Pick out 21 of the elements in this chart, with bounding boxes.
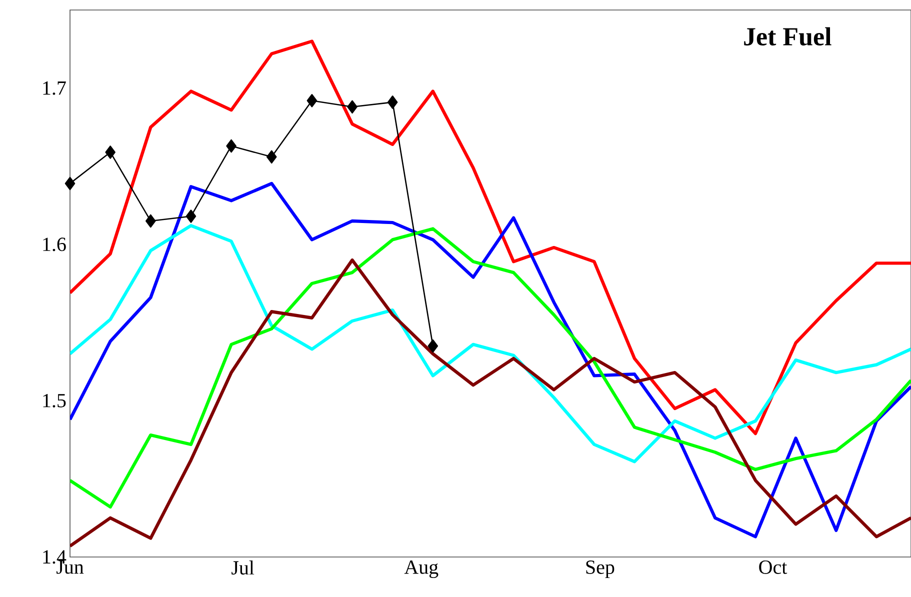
x-tick-label: Oct (759, 560, 788, 574)
point (186, 210, 196, 223)
x-tick-label: Aug (404, 560, 438, 578)
point (347, 100, 358, 114)
point (146, 214, 156, 228)
point (105, 146, 116, 159)
y-tick-label: 1.5 (43, 394, 66, 408)
point (64, 176, 76, 190)
y-tick-label: 1.6 (43, 238, 66, 252)
point (266, 150, 277, 164)
line-series (70, 224, 911, 464)
point (428, 339, 438, 353)
x-tick-label: Sep (586, 560, 614, 578)
line-series (70, 182, 911, 538)
text: Jet Fuel (744, 27, 832, 46)
point (306, 94, 318, 108)
point (226, 139, 236, 153)
x-tick-label: Jul (232, 560, 254, 575)
point (387, 96, 398, 109)
y-tick-label: 1.7 (43, 81, 66, 95)
line-series (70, 258, 911, 548)
